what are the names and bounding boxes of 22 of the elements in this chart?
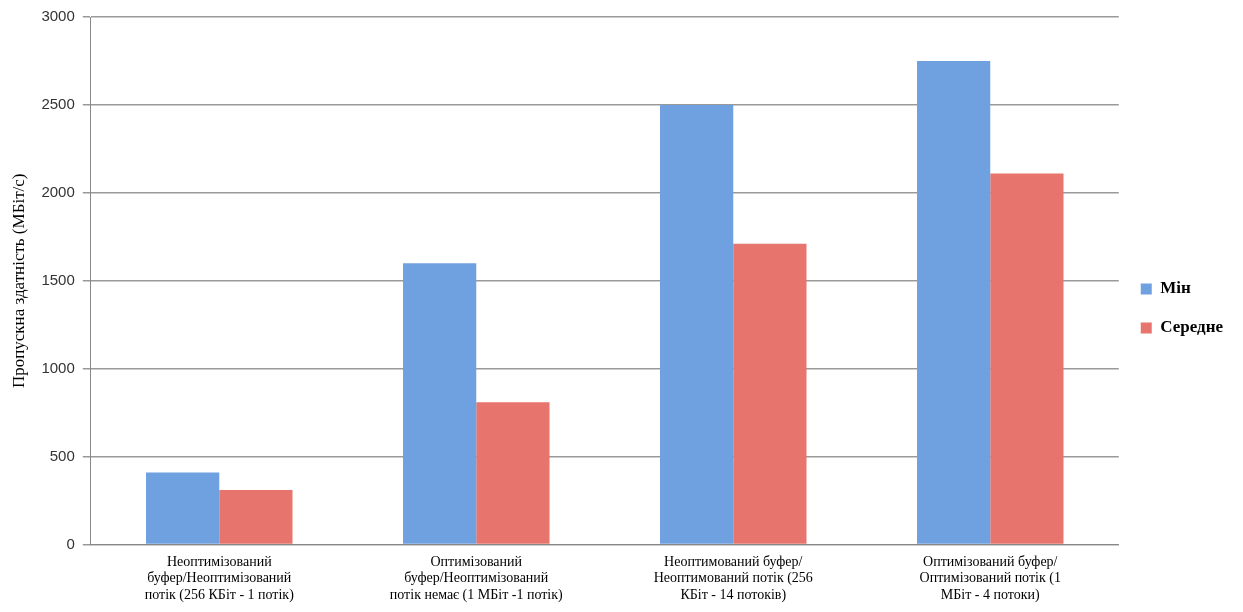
y-tick-label: 3000 xyxy=(41,7,75,25)
x-tick-label: Неоптимізований буфер/Неоптимізований потік (256 КБіт - 1 потік) xyxy=(144,553,295,604)
bar xyxy=(660,104,734,544)
x-tick-label: Неоптимований буфер/ Неоптимований потік (256 КБіт - 14 потоків) xyxy=(653,553,813,604)
bar xyxy=(219,490,293,544)
y-axis-title: Пропускна здатність (МБіт/с) xyxy=(8,173,28,389)
bar xyxy=(990,173,1064,544)
y-tick-label: 1000 xyxy=(41,358,75,376)
bar xyxy=(146,472,220,544)
y-tick-label: 0 xyxy=(66,534,75,552)
y-tick-label: 2000 xyxy=(41,183,75,201)
y-tick-label: 1500 xyxy=(41,270,75,288)
bar xyxy=(403,263,477,544)
legend-label: Середне xyxy=(1160,317,1224,337)
x-tick-label: Оптимізований буфер/ Оптимізований потік (1 МБіт - 4 потоки) xyxy=(919,553,1061,604)
y-tick-label: 2500 xyxy=(41,95,75,113)
bar xyxy=(733,243,807,544)
bar xyxy=(917,60,991,544)
bar xyxy=(476,402,550,544)
legend-label: Мін xyxy=(1160,278,1192,298)
x-tick-label: Оптимізований буфер/Неоптимізований потік немає (1 МБіт -1 потік) xyxy=(389,553,564,604)
y-tick-label: 500 xyxy=(49,446,75,464)
